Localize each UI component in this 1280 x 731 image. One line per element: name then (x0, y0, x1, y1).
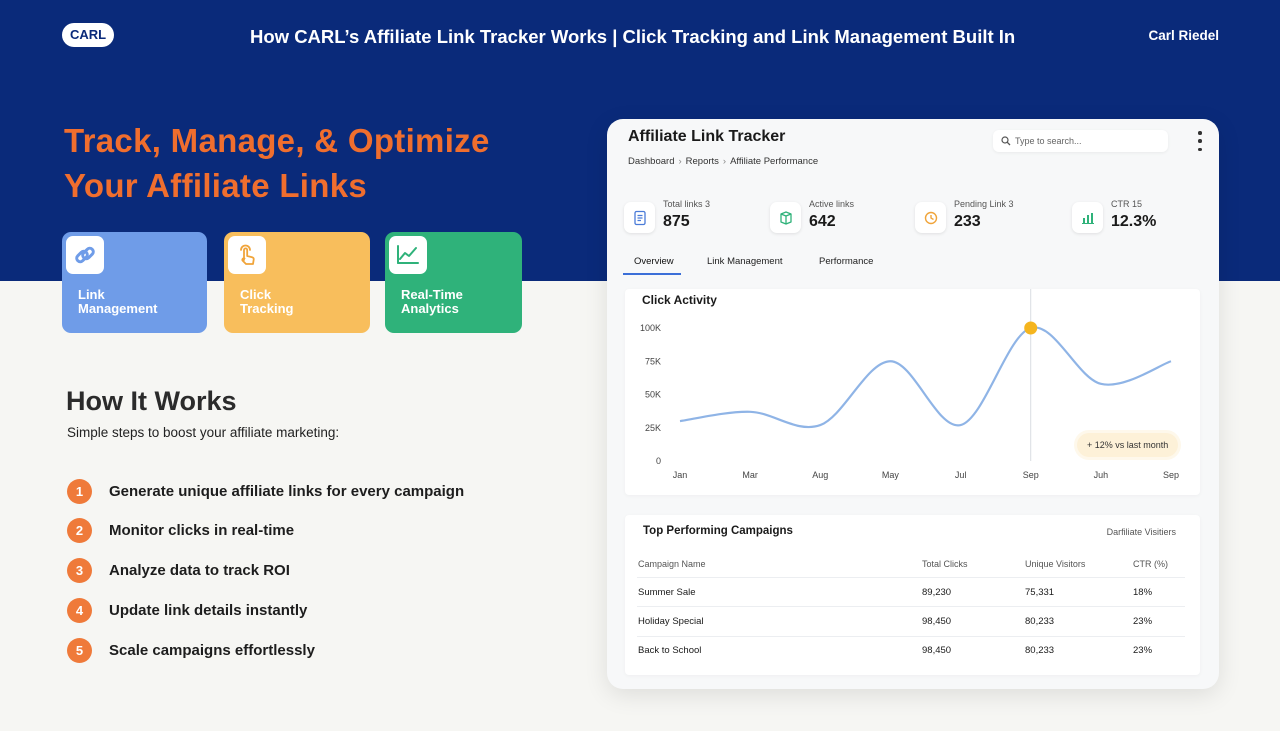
document-icon (624, 202, 655, 233)
highlight-point[interactable] (1024, 321, 1038, 335)
stat-label: Pending Link 3 (954, 199, 1014, 209)
table-title: Top Performing Campaigns (643, 525, 793, 537)
cell-campaign: Back to School (638, 645, 702, 656)
feature-label: Real-Time Analytics (401, 287, 463, 316)
x-tick-label: Sep (1023, 470, 1039, 480)
chart-title: Click Activity (642, 293, 717, 307)
carl-logo[interactable]: CARL (62, 23, 114, 47)
cell-total-clicks: 98,450 (922, 616, 952, 627)
search-icon (1001, 136, 1011, 146)
search-box[interactable] (993, 130, 1168, 152)
breadcrumb-dashboard[interactable]: Dashboard (628, 156, 675, 167)
campaigns-table: Top Performing Campaigns Darfiliate Visi… (625, 515, 1200, 675)
link-icon (66, 236, 104, 274)
author-name: Carl Riedel (1148, 28, 1219, 43)
trend-badge: + 12% vs last month (1077, 433, 1179, 457)
tab-performance[interactable]: Performance (819, 256, 874, 267)
step-number: 3 (67, 558, 92, 583)
feature-label: Click Tracking (240, 287, 294, 316)
cell-ctr: 23% (1133, 616, 1153, 627)
column-header[interactable]: Campaign Name (638, 559, 706, 569)
stat-value: 233 (954, 213, 981, 230)
cell-unique-visitors: 80,233 (1025, 616, 1055, 627)
box-icon (770, 202, 801, 233)
tab-overview[interactable]: Overview (623, 256, 681, 275)
cell-total-clicks: 89,230 (922, 587, 952, 598)
feature-label: Link Management (78, 287, 158, 316)
hero-title-line-2: Your Affiliate Links (64, 167, 368, 204)
feature-card-click-tracking[interactable]: Click Tracking (224, 232, 370, 333)
step-number: 1 (67, 479, 92, 504)
chevron-right-icon: › (722, 156, 727, 167)
x-tick-label: May (882, 470, 900, 480)
cell-ctr: 18% (1133, 587, 1153, 598)
hero-title: Track, Manage, & Optimize Your Affiliate… (64, 118, 490, 208)
tap-icon (228, 236, 266, 274)
how-it-works-title: How It Works (66, 386, 237, 416)
tab-link-management[interactable]: Link Management (707, 256, 783, 267)
top-bar: CARL How CARL’s Affiliate Link Tracker W… (0, 0, 1280, 72)
dashboard-title: Affiliate Link Tracker (628, 128, 786, 145)
y-tick-label: 25K (645, 423, 661, 433)
stat-value: 642 (809, 213, 836, 230)
column-header[interactable]: CTR (%) (1133, 559, 1168, 569)
y-tick-label: 0 (656, 456, 661, 466)
line-chart: 100K 75K 50K 25K 0 Jan Mar Aug May Jul Sep Juh Sep (640, 289, 1179, 480)
cell-campaign: Holiday Special (638, 616, 704, 627)
step-text: Analyze data to track ROI (109, 562, 290, 579)
breadcrumb-reports[interactable]: Reports (685, 156, 719, 167)
step-text: Generate unique affiliate links for ever… (109, 483, 465, 500)
feature-card-link-management[interactable]: Link Management (62, 232, 207, 333)
stat-label: Active links (809, 199, 855, 209)
row-divider (637, 606, 1185, 607)
stat-label: CTR 15 (1111, 199, 1143, 209)
cell-total-clicks: 98,450 (922, 645, 952, 656)
breadcrumb: Dashboard › Reports › Affiliate Performance (628, 156, 818, 167)
clock-icon (915, 202, 946, 233)
row-divider (637, 577, 1185, 578)
row-divider (637, 636, 1185, 637)
click-activity-chart: Click Activity 100K 75K 50K 25K 0 Jan Mar Aug Ma… (625, 289, 1200, 495)
stat-value: 12.3% (1111, 213, 1157, 230)
table-corner-label[interactable]: Darfiliate Visitiers (1106, 527, 1176, 537)
search-input[interactable] (1015, 133, 1160, 149)
hero-title-line-1: Track, Manage, & Optimize (64, 122, 490, 159)
column-header[interactable]: Unique Visitors (1025, 559, 1086, 569)
step-text: Update link details instantly (109, 602, 308, 619)
x-tick-label: Mar (742, 470, 758, 480)
x-tick-label: Jan (673, 470, 688, 480)
page-header-title: How CARL’s Affiliate Link Tracker Works … (250, 26, 1016, 47)
step-number: 5 (67, 638, 92, 663)
more-options-icon[interactable] (1195, 131, 1205, 151)
column-header[interactable]: Total Clicks (922, 559, 968, 569)
cell-unique-visitors: 75,331 (1025, 587, 1055, 598)
series-line (679, 326, 1172, 428)
cell-unique-visitors: 80,233 (1025, 645, 1055, 656)
y-tick-label: 100K (640, 323, 661, 333)
step-number: 4 (67, 598, 92, 623)
x-tick-label: Sep (1163, 470, 1179, 480)
chevron-right-icon: › (678, 156, 682, 167)
dashboard-window: Affiliate Link Tracker Dashboard › Reports… (607, 119, 1219, 689)
feature-card-real-time-analytics[interactable]: Real-Time Analytics (385, 232, 522, 333)
trend-icon (389, 236, 427, 274)
x-tick-label: Aug (812, 470, 828, 480)
y-tick-label: 75K (645, 356, 661, 366)
bar-chart-icon (1072, 202, 1103, 233)
step-number: 2 (67, 518, 92, 543)
stat-value: 875 (663, 213, 690, 230)
y-tick-label: 50K (645, 390, 661, 400)
breadcrumb-affiliate-performance[interactable]: Affiliate Performance (730, 156, 819, 167)
step-text: Scale campaigns effortlessly (109, 642, 315, 659)
how-it-works-subtitle: Simple steps to boost your affiliate mar… (67, 425, 340, 440)
x-tick-label: Jul (955, 470, 967, 480)
stat-label: Total links 3 (663, 199, 711, 209)
x-tick-label: Juh (1094, 470, 1109, 480)
cell-campaign: Summer Sale (638, 587, 696, 598)
step-text: Monitor clicks in real-time (109, 522, 295, 539)
cell-ctr: 23% (1133, 645, 1153, 656)
